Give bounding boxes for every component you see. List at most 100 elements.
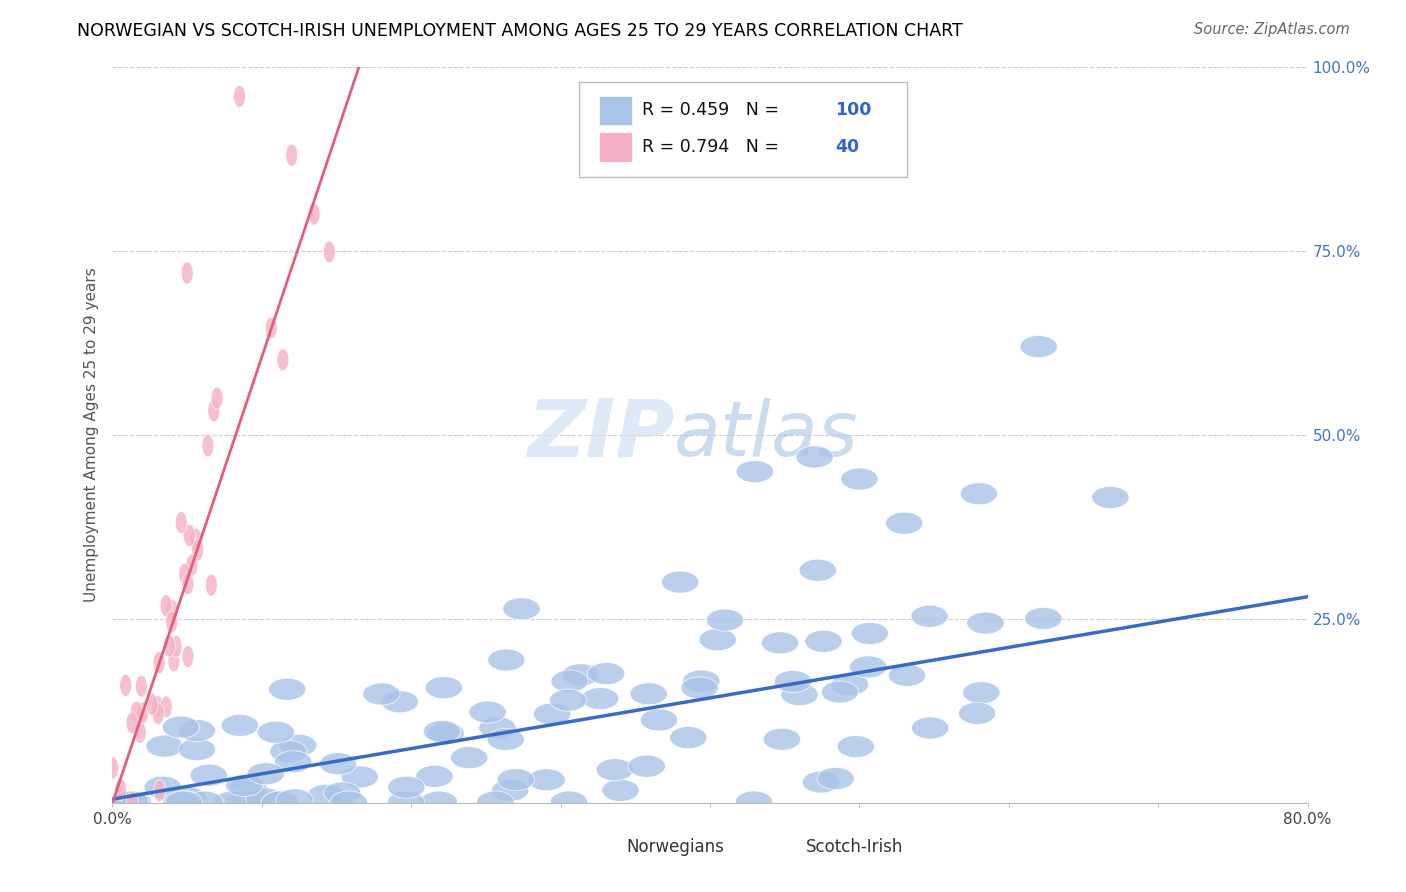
Ellipse shape — [277, 349, 288, 371]
Ellipse shape — [450, 747, 488, 769]
Text: ZIP: ZIP — [527, 396, 675, 474]
Ellipse shape — [323, 241, 335, 263]
Ellipse shape — [479, 717, 516, 739]
Ellipse shape — [166, 599, 179, 622]
Ellipse shape — [630, 682, 668, 705]
Ellipse shape — [799, 559, 837, 582]
Ellipse shape — [388, 791, 425, 814]
Ellipse shape — [247, 763, 284, 785]
Ellipse shape — [179, 563, 191, 585]
Ellipse shape — [107, 757, 118, 779]
Ellipse shape — [669, 727, 707, 748]
Ellipse shape — [127, 712, 138, 734]
Ellipse shape — [190, 528, 202, 550]
Ellipse shape — [160, 696, 172, 718]
Ellipse shape — [115, 779, 127, 800]
Ellipse shape — [588, 663, 624, 685]
Ellipse shape — [176, 511, 187, 533]
Ellipse shape — [562, 664, 599, 686]
Ellipse shape — [274, 751, 312, 772]
Ellipse shape — [127, 791, 138, 814]
Ellipse shape — [889, 665, 925, 687]
Ellipse shape — [211, 387, 224, 409]
Ellipse shape — [737, 460, 773, 483]
Ellipse shape — [114, 791, 152, 814]
Ellipse shape — [165, 791, 202, 814]
Ellipse shape — [166, 791, 204, 814]
Ellipse shape — [551, 670, 588, 692]
Ellipse shape — [183, 524, 195, 547]
Ellipse shape — [153, 780, 166, 802]
Text: Norwegians: Norwegians — [627, 838, 724, 856]
Ellipse shape — [167, 649, 180, 672]
Ellipse shape — [492, 780, 529, 801]
Ellipse shape — [162, 716, 200, 739]
Ellipse shape — [849, 656, 887, 678]
FancyBboxPatch shape — [591, 836, 617, 858]
Ellipse shape — [1091, 486, 1129, 508]
Ellipse shape — [131, 701, 142, 723]
Ellipse shape — [214, 791, 252, 814]
Ellipse shape — [186, 554, 198, 576]
Ellipse shape — [363, 683, 401, 705]
Ellipse shape — [425, 677, 463, 698]
Ellipse shape — [342, 766, 378, 788]
Ellipse shape — [851, 623, 889, 645]
Ellipse shape — [503, 598, 540, 620]
Ellipse shape — [181, 646, 194, 667]
Ellipse shape — [388, 776, 425, 798]
Ellipse shape — [208, 400, 219, 422]
Ellipse shape — [582, 688, 619, 710]
Ellipse shape — [169, 787, 205, 808]
Ellipse shape — [179, 739, 215, 761]
Ellipse shape — [967, 612, 1004, 634]
Ellipse shape — [477, 791, 515, 814]
Ellipse shape — [181, 573, 194, 595]
Ellipse shape — [163, 635, 176, 657]
Ellipse shape — [152, 703, 165, 724]
Ellipse shape — [1025, 607, 1062, 630]
Ellipse shape — [246, 791, 283, 814]
Ellipse shape — [628, 756, 665, 777]
Ellipse shape — [170, 635, 181, 657]
Ellipse shape — [699, 629, 737, 651]
Ellipse shape — [803, 771, 839, 793]
Ellipse shape — [190, 764, 228, 786]
Ellipse shape — [226, 774, 263, 797]
Ellipse shape — [959, 702, 995, 724]
Ellipse shape — [661, 571, 699, 593]
Ellipse shape — [146, 693, 159, 715]
Ellipse shape — [319, 753, 357, 775]
Ellipse shape — [821, 681, 859, 703]
Ellipse shape — [804, 631, 842, 652]
Text: 100: 100 — [835, 102, 872, 120]
Ellipse shape — [153, 651, 165, 673]
Ellipse shape — [135, 675, 148, 698]
Ellipse shape — [683, 670, 720, 692]
Ellipse shape — [796, 446, 834, 468]
Ellipse shape — [120, 674, 132, 697]
FancyBboxPatch shape — [579, 81, 907, 178]
Ellipse shape — [911, 606, 948, 627]
Ellipse shape — [761, 632, 799, 654]
Ellipse shape — [706, 609, 744, 632]
Ellipse shape — [152, 696, 163, 718]
Ellipse shape — [550, 690, 586, 711]
Ellipse shape — [163, 791, 200, 814]
Ellipse shape — [640, 709, 678, 731]
Ellipse shape — [136, 702, 149, 723]
Ellipse shape — [735, 791, 773, 814]
Ellipse shape — [550, 791, 588, 814]
Ellipse shape — [202, 434, 214, 457]
Ellipse shape — [780, 683, 818, 706]
Ellipse shape — [276, 789, 314, 811]
Ellipse shape — [186, 791, 224, 814]
Ellipse shape — [470, 701, 506, 723]
Ellipse shape — [427, 723, 464, 745]
Ellipse shape — [308, 784, 344, 806]
Ellipse shape — [166, 611, 177, 633]
Ellipse shape — [529, 769, 565, 791]
Ellipse shape — [205, 574, 218, 596]
Ellipse shape — [763, 728, 800, 750]
Ellipse shape — [285, 145, 298, 166]
